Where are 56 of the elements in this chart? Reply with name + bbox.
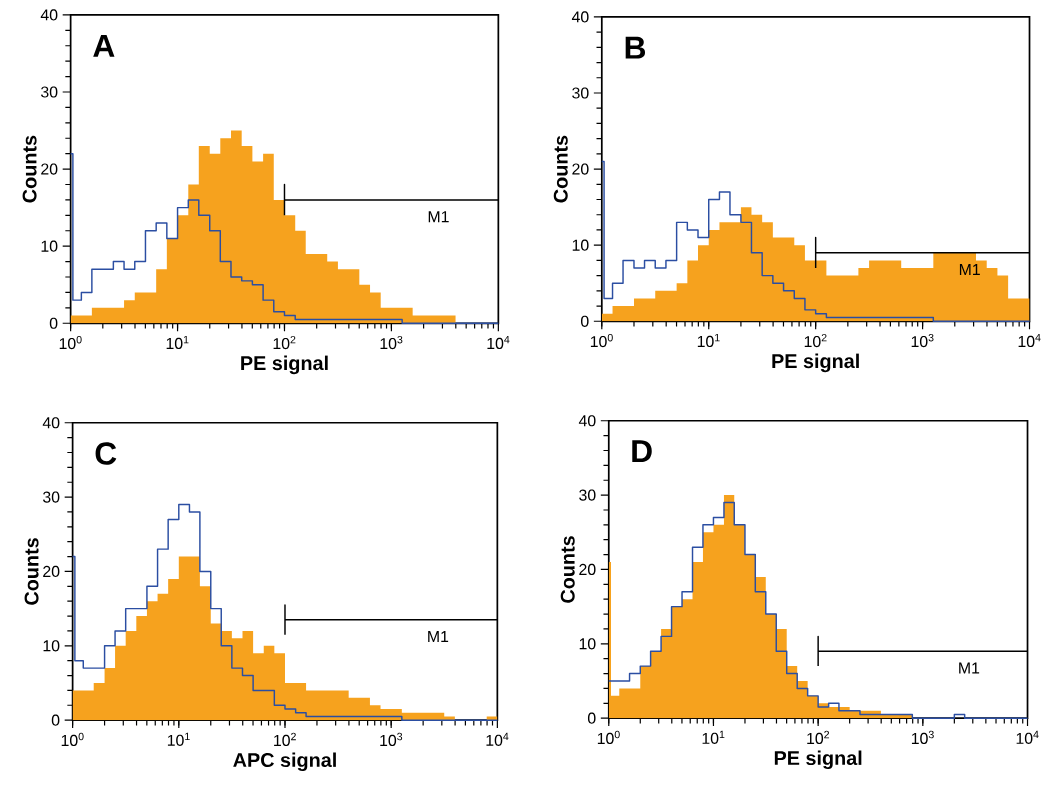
- chart-title: A: [93, 35, 115, 57]
- x-tick-label: 10$^{0}$: [597, 730, 620, 745]
- x-tick-label: 10$^{1}$: [697, 334, 720, 348]
- x-tick-label: 10$^{4}$: [487, 336, 510, 350]
- y-tick-label: 20: [43, 565, 60, 578]
- y-tick-label: 20: [572, 163, 589, 175]
- x-tick-label: 10$^{2}$: [804, 334, 827, 348]
- y-tick-label: 40: [571, 11, 589, 23]
- annotation: M1: [959, 662, 980, 674]
- y-tick-label: 40: [40, 9, 58, 21]
- x-tick-label: 10$^{0}$: [590, 334, 613, 348]
- x-tick-label: 10$^{2}$: [274, 732, 296, 747]
- x-tick-label: 10$^{0}$: [59, 336, 82, 350]
- x-tick-label: 10$^{0}$: [61, 732, 84, 747]
- x-tick-label: 10$^{4}$: [1018, 334, 1041, 348]
- y-tick-label: 10: [41, 240, 58, 252]
- y-tick-label: 20: [41, 163, 58, 175]
- y-tick-label: 0: [580, 315, 589, 327]
- x-axis-title: PE signal: [774, 750, 862, 770]
- chart-title: D: [632, 440, 652, 463]
- x-tick-label: 10$^{3}$: [380, 336, 403, 350]
- x-axis-title: APC signal: [233, 752, 336, 772]
- x-tick-label: 10$^{4}$: [1016, 730, 1039, 745]
- annotation: M1: [428, 631, 449, 643]
- x-tick-label: 10$^{2}$: [807, 730, 830, 745]
- x-tick-label: 10$^{2}$: [273, 336, 296, 350]
- y-tick-label: 40: [578, 415, 596, 427]
- annotation: M1: [959, 264, 980, 276]
- y-tick-label: 30: [40, 86, 58, 98]
- y-tick-label: 10: [43, 640, 60, 652]
- chart-title: C: [95, 442, 117, 465]
- x-axis-title: PE signal: [241, 355, 328, 375]
- chart-title: B: [625, 36, 646, 59]
- y-axis-title: Counts: [24, 538, 39, 605]
- y-tick-label: 10: [572, 239, 589, 251]
- x-tick-label: 10$^{1}$: [702, 730, 725, 745]
- y-tick-label: 30: [42, 491, 60, 503]
- x-tick-label: 10$^{4}$: [486, 732, 509, 747]
- annotation: M1: [428, 211, 449, 223]
- y-tick-label: 30: [572, 87, 589, 99]
- y-axis-title: Counts: [22, 135, 37, 203]
- y-tick-label: 0: [51, 714, 60, 726]
- x-axis-title: PE signal: [772, 353, 859, 373]
- y-axis-title: Counts: [560, 536, 575, 603]
- y-tick-label: 0: [587, 712, 596, 724]
- y-tick-label: 40: [42, 417, 60, 429]
- y-tick-label: 10: [579, 638, 596, 650]
- x-tick-label: 10$^{3}$: [911, 730, 934, 745]
- x-tick-label: 10$^{3}$: [911, 334, 934, 348]
- x-tick-label: 10$^{1}$: [167, 732, 190, 747]
- y-axis-title: Counts: [553, 135, 568, 203]
- y-tick-label: 20: [579, 563, 596, 576]
- x-tick-label: 10$^{1}$: [166, 336, 189, 350]
- x-tick-label: 10$^{3}$: [380, 732, 403, 747]
- y-tick-label: 30: [579, 489, 596, 501]
- y-tick-label: 0: [49, 317, 58, 329]
